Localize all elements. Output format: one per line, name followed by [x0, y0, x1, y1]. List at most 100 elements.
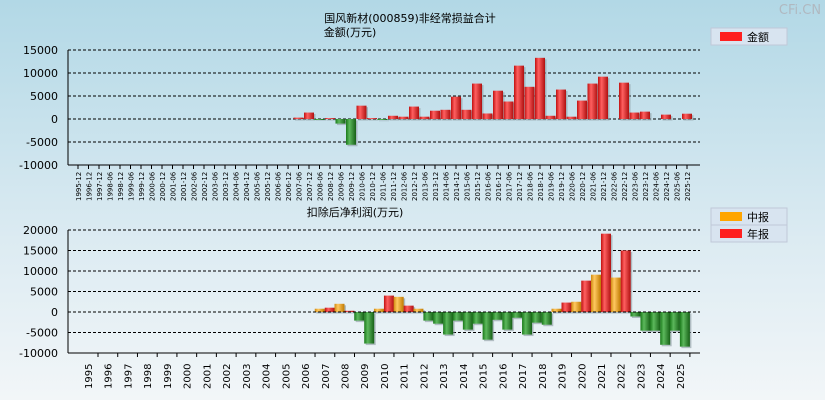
x-tick-label: 2004-06: [233, 171, 241, 201]
x-tick-label: 2019: [558, 364, 569, 389]
x-tick-label: 2001: [202, 364, 213, 389]
chart1-ylabel: 金额(万元): [324, 25, 377, 39]
bar: [293, 117, 304, 119]
x-tick-label: 2014-12: [453, 172, 461, 201]
bar: [682, 113, 692, 119]
x-tick-label: 2021-06: [590, 171, 598, 201]
x-tick-label: 2009-06: [338, 171, 346, 201]
x-tick-label: 2023: [636, 364, 647, 389]
bar-年报: [581, 280, 592, 312]
x-tick-label: 1995: [84, 364, 95, 389]
x-tick-label: 2016-12: [495, 172, 503, 201]
bar-中报: [512, 312, 523, 318]
x-tick-label: 2000: [183, 364, 194, 389]
bar: [587, 83, 598, 119]
x-tick-label: 2001-06: [170, 171, 178, 201]
bar: [503, 101, 514, 119]
x-tick-label: 2006: [301, 364, 312, 389]
bar-中报: [472, 312, 483, 324]
bar: [335, 119, 346, 124]
bar-年报: [620, 250, 631, 312]
bar: [629, 112, 640, 119]
x-tick-label: 1997-12: [96, 172, 104, 201]
bar-shadow: [326, 119, 337, 121]
x-tick-label: 2012-12: [411, 172, 419, 201]
x-tick-label: 2002-06: [191, 171, 199, 201]
bar: [377, 119, 388, 120]
bar-年报: [600, 233, 611, 312]
bar-年报: [462, 312, 473, 330]
y-tick-label: 15000: [23, 245, 58, 258]
bar: [367, 118, 377, 120]
x-tick-label: 2009: [360, 364, 371, 389]
y-tick-label: -10000: [19, 347, 58, 360]
bar: [398, 116, 409, 119]
bar-年报: [423, 312, 434, 321]
y-tick-label: -5000: [26, 136, 58, 149]
bar: [440, 109, 451, 119]
x-tick-label: 2019-12: [558, 172, 566, 201]
x-tick-label: 2020-06: [569, 171, 577, 201]
bar-年报: [561, 302, 572, 312]
y-tick-label: 15000: [23, 44, 58, 57]
x-tick-label: 2022: [617, 364, 628, 389]
x-tick-label: 2019-06: [548, 171, 556, 201]
y-tick-label: -5000: [26, 327, 58, 340]
bar-shadow: [295, 119, 305, 121]
bar-中报: [334, 303, 345, 312]
x-tick-label: 2007-12: [306, 172, 314, 201]
x-tick-label: 2014: [459, 364, 470, 389]
bar-中报: [373, 308, 384, 312]
bar: [314, 119, 325, 120]
x-tick-label: 2015-06: [464, 171, 472, 201]
bar: [430, 110, 440, 119]
x-tick-label: 2011-06: [380, 171, 388, 201]
x-tick-label: 2012: [419, 364, 430, 389]
bar-年报: [443, 312, 454, 335]
bar: [388, 115, 398, 119]
bar: [661, 114, 671, 119]
x-tick-label: 2000-06: [149, 171, 157, 201]
x-tick-label: 1999-12: [138, 172, 146, 201]
x-tick-label: 2020-12: [579, 172, 587, 201]
x-tick-label: 2004-12: [243, 172, 251, 201]
bar: [640, 111, 650, 119]
x-tick-label: 1998: [143, 364, 154, 389]
x-tick-label: 1998-06: [107, 171, 115, 201]
x-tick-label: 2025-12: [684, 172, 692, 201]
x-tick-label: 2016-06: [485, 171, 493, 201]
bar: [577, 100, 587, 119]
x-tick-label: 2005: [281, 364, 292, 389]
bar: [419, 116, 430, 119]
bar: [524, 86, 535, 119]
y-tick-label: 0: [51, 113, 58, 126]
x-tick-label: 2021-12: [600, 172, 608, 201]
x-tick-label: 2010-12: [369, 172, 377, 201]
bar-中报: [393, 296, 404, 312]
y-tick-label: 10000: [23, 265, 58, 278]
x-tick-label: 2000-12: [159, 172, 167, 201]
bar: [346, 119, 356, 145]
legend-label: 中报: [747, 210, 769, 224]
bar: [356, 105, 367, 119]
bar-中报: [433, 312, 444, 324]
x-tick-label: 2016: [498, 364, 509, 389]
bar-中报: [452, 312, 463, 321]
bar: [514, 65, 524, 119]
bar: [304, 112, 314, 119]
x-tick-label: 2005-12: [264, 172, 272, 201]
x-tick-label: 2025: [676, 364, 687, 389]
x-tick-label: 2011-12: [390, 172, 398, 201]
bar: [619, 82, 629, 119]
x-tick-label: 1996: [104, 364, 115, 389]
x-tick-label: 2018-12: [537, 172, 545, 201]
bar-中报: [590, 274, 601, 312]
x-tick-label: 2025-06: [674, 171, 682, 201]
x-tick-label: 2013-12: [432, 172, 440, 201]
x-tick-label: 2002-12: [201, 172, 209, 201]
bar-中报: [650, 312, 661, 331]
bar-shadow: [400, 118, 410, 121]
bar-中报: [669, 312, 680, 331]
bar-年报: [324, 307, 335, 312]
